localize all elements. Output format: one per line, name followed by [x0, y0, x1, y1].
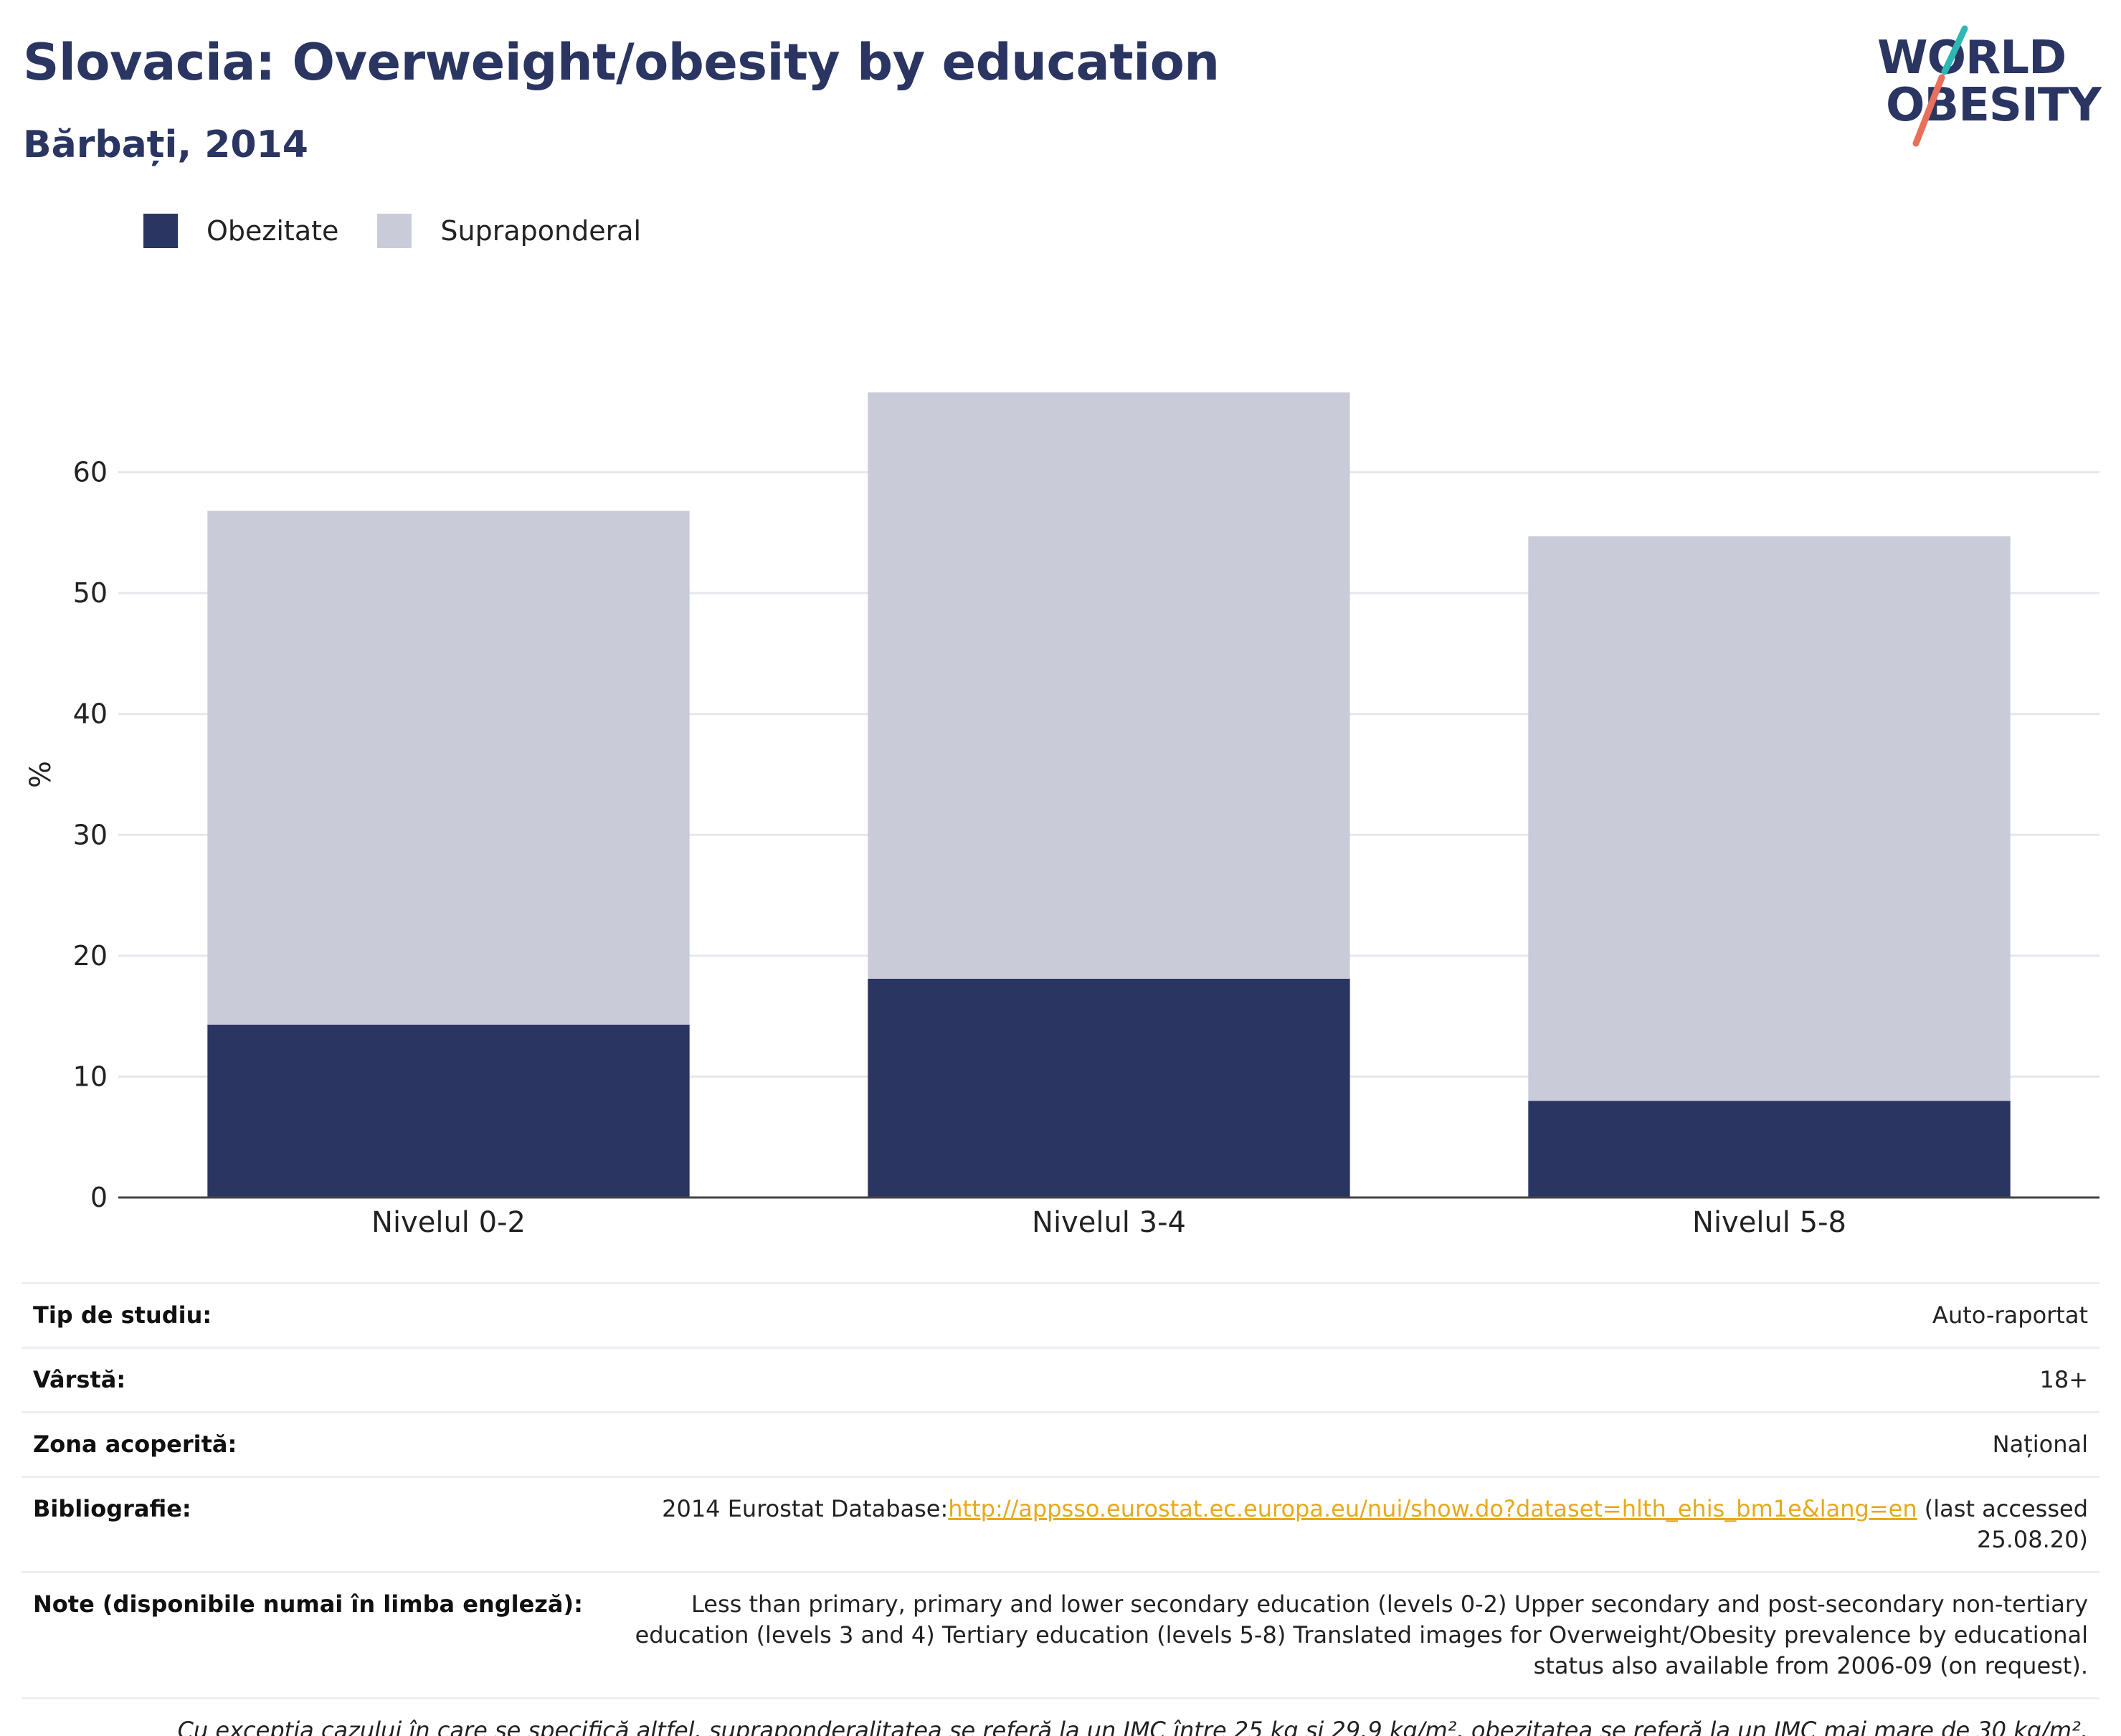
info-row-footnote: Cu excepția cazului în care se specifică…	[22, 1697, 2099, 1736]
area-label: Zona acoperită:	[22, 1411, 609, 1477]
logo-slash-teal	[1941, 25, 1968, 75]
bar-overweight	[1528, 536, 2011, 1101]
study-type-label: Tip de studiu:	[22, 1282, 609, 1348]
age-label: Vârstă:	[22, 1347, 609, 1413]
bibliography-value: 2014 Eurostat Database:http://appsso.eur…	[609, 1476, 2099, 1573]
y-tick-label: 10	[73, 1061, 108, 1092]
bibliography-prefix: 2014 Eurostat Database:	[662, 1495, 949, 1522]
logo-line-1: WORLD	[1877, 32, 2066, 85]
chart-subtitle: Bărbați, 2014	[23, 123, 308, 166]
logo-slash-coral	[1912, 74, 1945, 147]
info-row-study-type: Tip de studiu: Auto-raportat	[22, 1282, 2099, 1348]
area-value: Național	[609, 1411, 2099, 1477]
legend-label-overweight: Supraponderal	[440, 215, 642, 247]
bar-obesity	[868, 978, 1350, 1197]
bibliography-suffix: (last accessed 25.08.20)	[1917, 1495, 2088, 1553]
x-tick-label: Nivelul 3-4	[1032, 1206, 1186, 1239]
info-row-age: Vârstă: 18+	[22, 1347, 2099, 1413]
bibliography-link[interactable]: http://appsso.eurostat.ec.europa.eu/nui/…	[948, 1495, 1917, 1522]
legend-swatch-overweight	[377, 214, 412, 248]
y-tick-label: 20	[73, 940, 108, 972]
y-tick-label: 50	[73, 577, 108, 609]
logo-line-2: OBESITY	[1886, 79, 2102, 132]
y-tick-label: 60	[73, 457, 108, 488]
footnote: Cu excepția cazului în care se specifică…	[22, 1697, 2099, 1736]
y-tick-label: 0	[90, 1182, 108, 1213]
x-tick-label: Nivelul 0-2	[371, 1206, 526, 1239]
bar-overweight	[868, 392, 1350, 979]
legend-label-obesity: Obezitate	[207, 215, 339, 247]
legend-swatch-obesity	[143, 214, 178, 248]
age-value: 18+	[609, 1347, 2099, 1413]
world-obesity-logo: WORLD OBESITY	[1864, 22, 2108, 151]
bar-obesity	[207, 1024, 690, 1197]
info-table: Tip de studiu: Auto-raportat Vârstă: 18+…	[22, 1282, 2099, 1736]
info-row-bibliography: Bibliografie: 2014 Eurostat Database:htt…	[22, 1476, 2099, 1573]
info-row-notes: Note (disponibile numai în limba engleză…	[22, 1571, 2099, 1699]
bar-obesity	[1528, 1101, 2011, 1197]
x-tick-label: Nivelul 5-8	[1692, 1206, 1846, 1239]
bar-overweight	[207, 511, 690, 1025]
info-row-area: Zona acoperită: Național	[22, 1411, 2099, 1477]
chart-title: Slovacia: Overweight/obesity by educatio…	[23, 33, 1220, 92]
chart-legend: Obezitate Supraponderal	[143, 214, 680, 248]
notes-label: Note (disponibile numai în limba engleză…	[22, 1571, 609, 1699]
y-tick-label: 40	[73, 698, 108, 730]
stacked-bar-chart: 0 10 20 30 40 50 60% Nivelul 0-2 Nivelul 3-4 Nive…	[24, 392, 2099, 1239]
y-tick-label: 30	[73, 819, 108, 850]
legend-item-obesity[interactable]: Obezitate	[143, 214, 338, 248]
bibliography-label: Bibliografie:	[22, 1476, 609, 1573]
legend-item-overweight[interactable]: Supraponderal	[377, 214, 641, 248]
notes-value: Less than primary, primary and lower sec…	[609, 1571, 2099, 1699]
y-axis-label: %	[24, 761, 57, 788]
study-type-value: Auto-raportat	[609, 1282, 2099, 1348]
